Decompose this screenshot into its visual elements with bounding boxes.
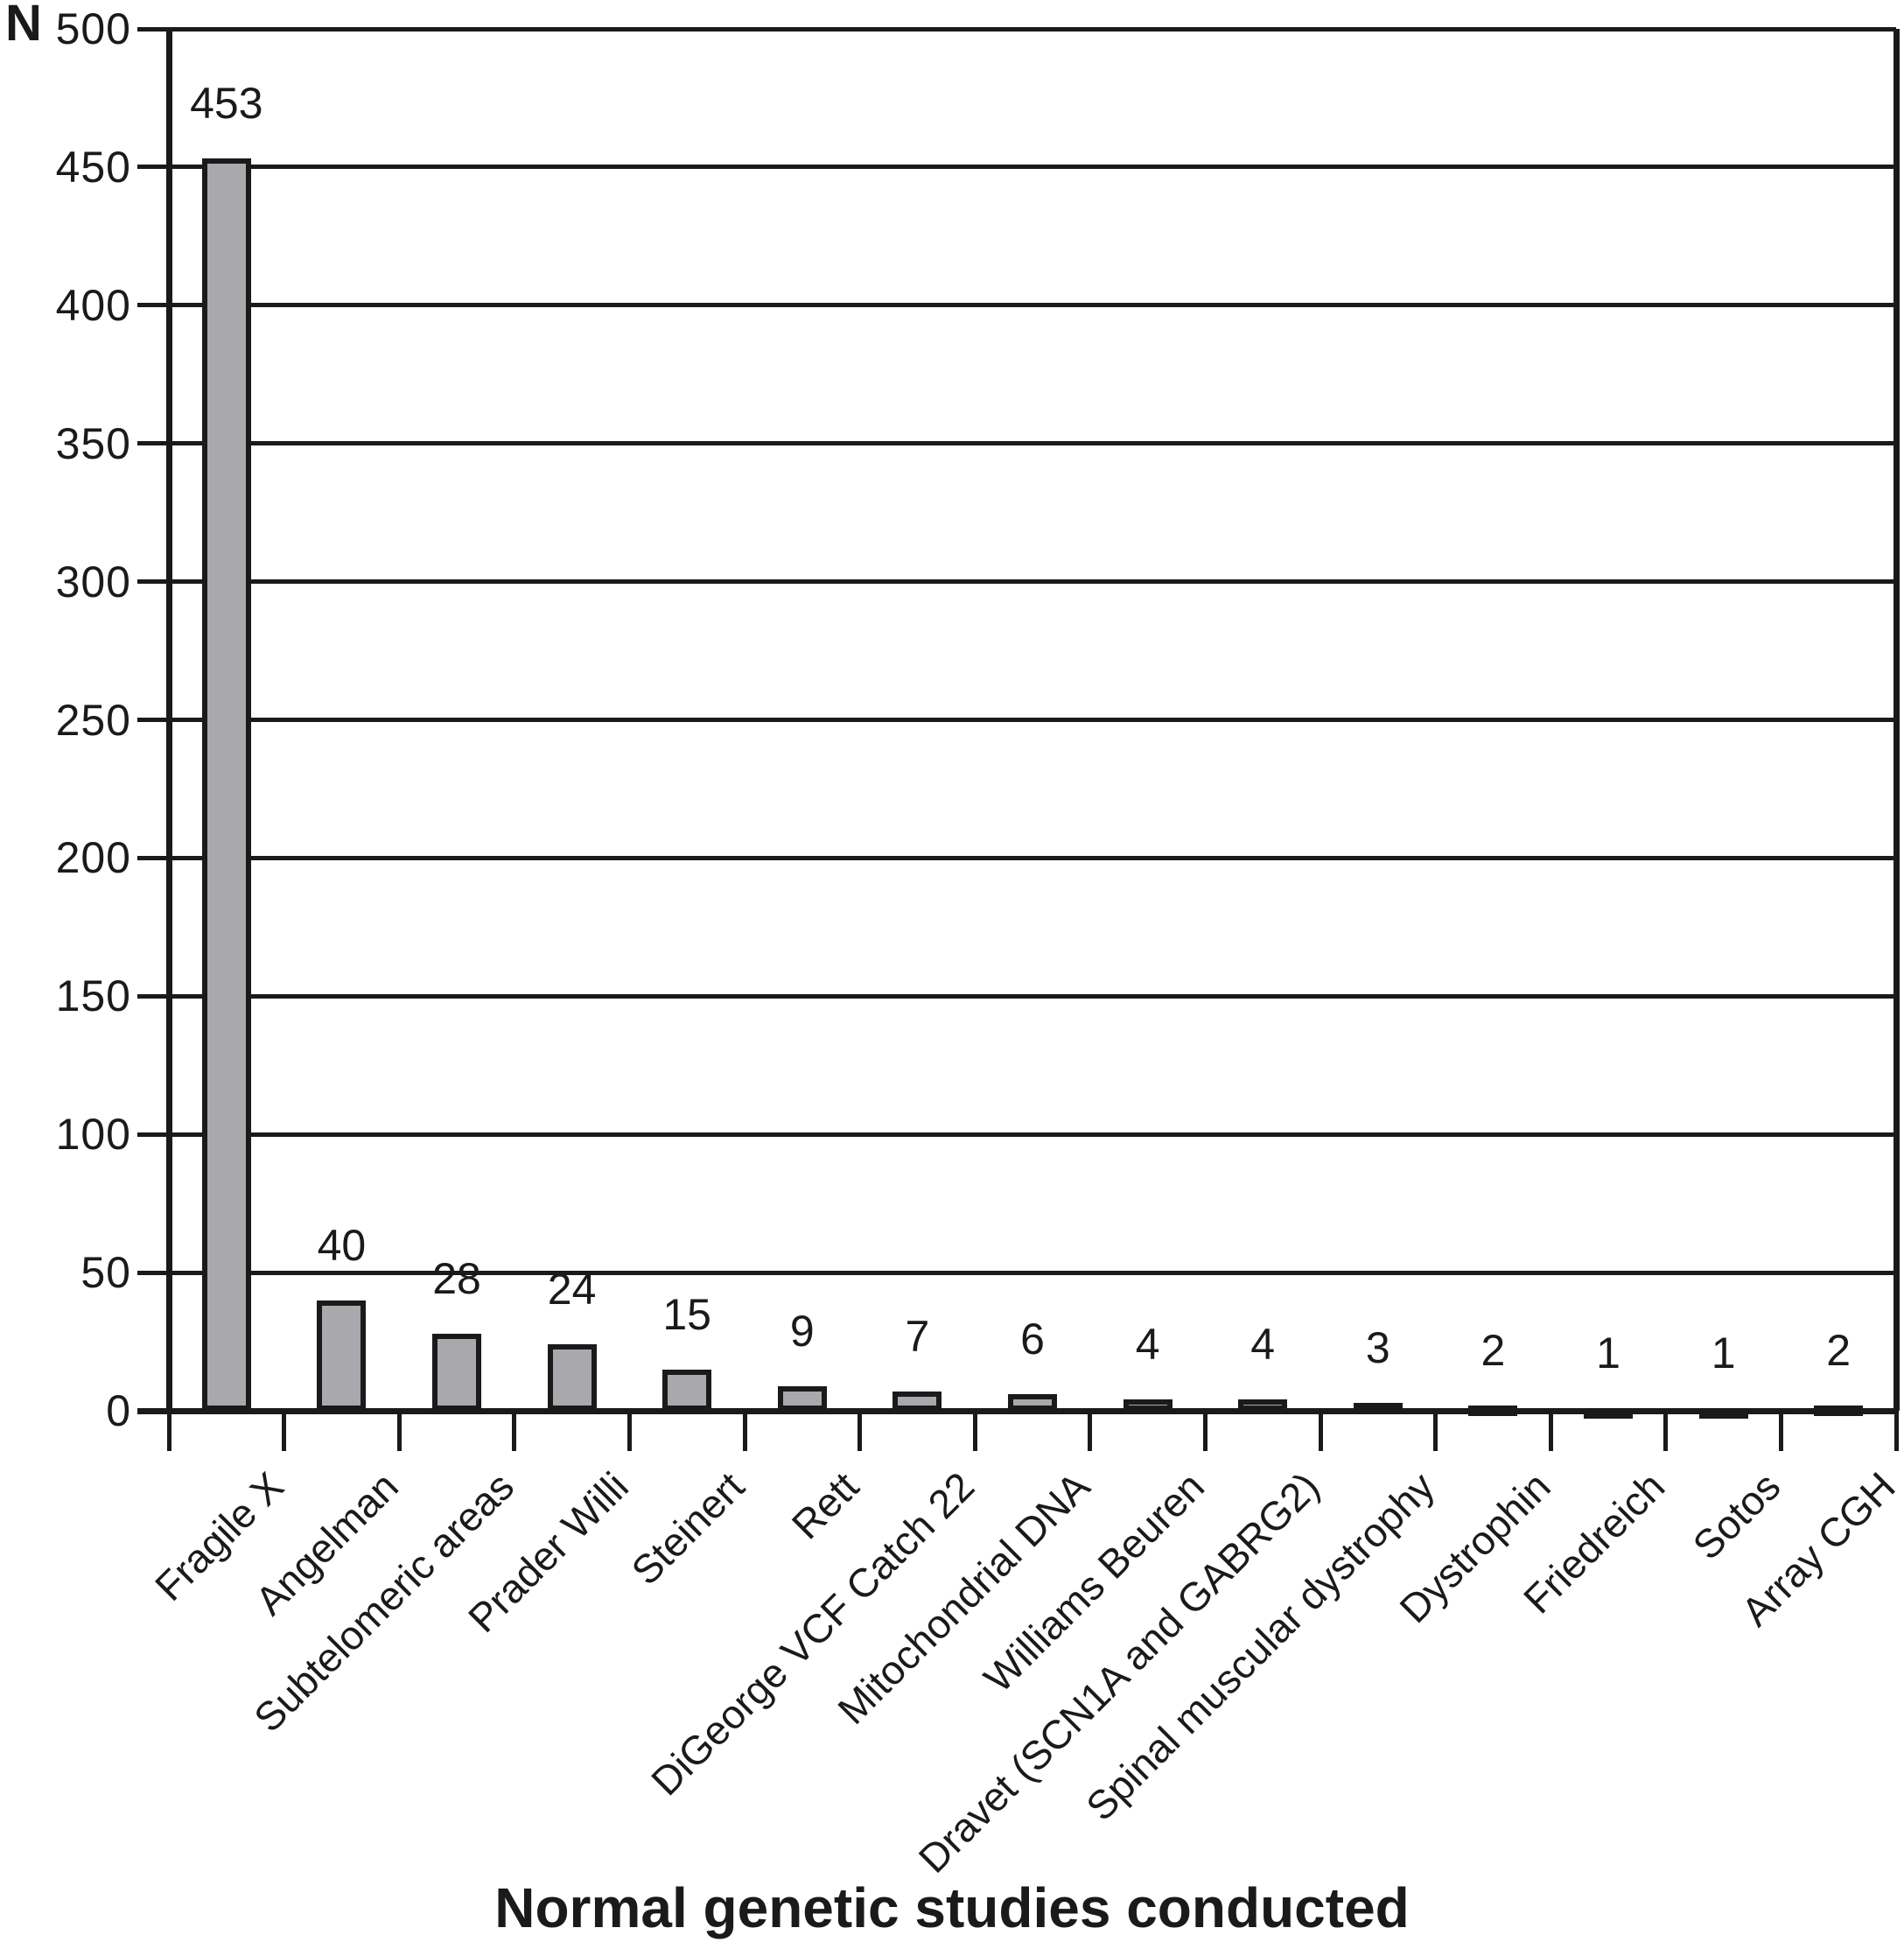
x-axis-tick [1548,1411,1553,1451]
x-axis-tick [858,1411,863,1451]
y-tick-label: 0 [106,1386,131,1435]
x-tick-label: Steinert [622,1463,752,1594]
x-axis-tick [742,1411,747,1451]
y-axis-tick [137,855,179,860]
x-axis-tick [1202,1411,1208,1451]
y-axis-tick [137,165,179,170]
x-tick-label: Rett [783,1463,868,1548]
y-axis-tick [137,1132,179,1137]
x-axis-tick [1778,1411,1783,1451]
x-axis-tick [396,1411,402,1451]
y-tick-label: 500 [55,4,131,53]
bar-value-label: 15 [662,1290,711,1339]
bar-8 [1008,1394,1057,1411]
bar-12 [1468,1406,1518,1416]
chart-title: Normal genetic studies conducted [494,1876,1410,1939]
x-axis-line [137,1408,1896,1414]
bar-14 [1698,1408,1748,1419]
gridline [169,26,1896,32]
bar-9 [1123,1399,1172,1411]
gridline [169,718,1896,722]
y-tick-label: 450 [55,142,131,192]
y-axis-tick [137,303,179,308]
bar-value-label: 24 [547,1265,597,1314]
y-axis-tick [137,1270,179,1275]
y-tick-label: 100 [55,1110,131,1160]
y-axis-tick [137,993,179,999]
bar-15 [1814,1406,1864,1416]
gridline [169,1132,1896,1137]
gridline [169,993,1896,999]
x-axis-tick [1088,1411,1093,1451]
bar-value-label: 453 [190,79,263,128]
bar-value-label: 9 [789,1307,815,1356]
bar-value-label: 28 [432,1254,481,1303]
x-axis-tick [282,1411,287,1451]
gridline [169,441,1896,446]
bar-value-label: 1 [1596,1329,1620,1378]
y-axis-tick [137,26,179,32]
y-axis-tick [137,441,179,446]
bar-7 [892,1392,942,1411]
bar-5 [662,1370,712,1411]
y-tick-label: 300 [55,557,131,606]
plot-right-border [1894,29,1900,1411]
bar-value-label: 6 [1020,1315,1045,1364]
bar-6 [777,1386,827,1411]
y-tick-label: 350 [55,418,131,468]
bar-3 [432,1334,481,1411]
x-axis-tick [512,1411,517,1451]
x-axis-tick [1318,1411,1323,1451]
x-axis-tick [1433,1411,1438,1451]
y-tick-label: 50 [80,1248,131,1298]
y-axis-title: N [5,0,42,52]
bar-value-label: 2 [1480,1326,1506,1375]
x-axis-tick [166,1411,172,1451]
bar-value-label: 3 [1365,1323,1390,1372]
gridline [169,165,1896,170]
y-tick-label: 200 [55,833,131,883]
y-axis-line [166,29,172,1411]
x-axis-tick [626,1411,632,1451]
bar-2 [317,1301,367,1411]
bar-13 [1584,1408,1633,1419]
y-tick-label: 400 [55,280,131,330]
x-axis-tick [1663,1411,1669,1451]
x-axis-tick [972,1411,977,1451]
gridline [169,579,1896,585]
bar-4 [547,1344,597,1411]
bar-value-label: 40 [317,1221,367,1270]
y-axis-tick [137,579,179,585]
bar-11 [1353,1403,1403,1413]
bar-1 [201,158,251,1411]
bar-value-label: 2 [1826,1326,1852,1375]
bar-value-label: 4 [1135,1320,1160,1369]
y-axis-tick [137,718,179,722]
bar-value-label: 1 [1711,1329,1736,1378]
x-axis-tick [1894,1411,1899,1451]
x-tick-label: Sotos [1684,1463,1789,1568]
y-tick-label: 250 [55,695,131,745]
gridline [169,1270,1896,1275]
gridline [169,303,1896,308]
bar-10 [1238,1399,1288,1411]
y-tick-label: 150 [55,971,131,1021]
bar-value-label: 7 [905,1312,930,1361]
bar-value-label: 4 [1250,1320,1276,1369]
gridline [169,855,1896,860]
